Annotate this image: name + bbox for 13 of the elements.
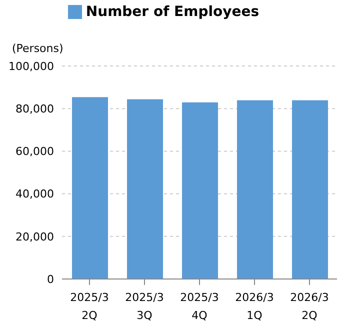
y-tick-label: 100,000 (8, 60, 54, 73)
x-tick-label: 2026/3 1Q (235, 291, 274, 322)
x-tick-label: 2025/3 2Q (70, 291, 109, 322)
y-axis-title: (Persons) (12, 42, 64, 55)
y-tick-label: 80,000 (16, 102, 54, 116)
y-tick-label: 40,000 (16, 188, 54, 201)
x-tick-label: 2025/3 4Q (180, 291, 219, 322)
y-tick-label: 20,000 (16, 230, 54, 244)
y-tick-label: 0 (47, 272, 54, 286)
legend-label: Number of Employees (86, 4, 260, 20)
x-tick-label: 2025/3 3Q (125, 291, 164, 322)
y-tick-label: 60,000 (16, 145, 54, 158)
x-tick-label: 2026/3 2Q (290, 291, 329, 322)
